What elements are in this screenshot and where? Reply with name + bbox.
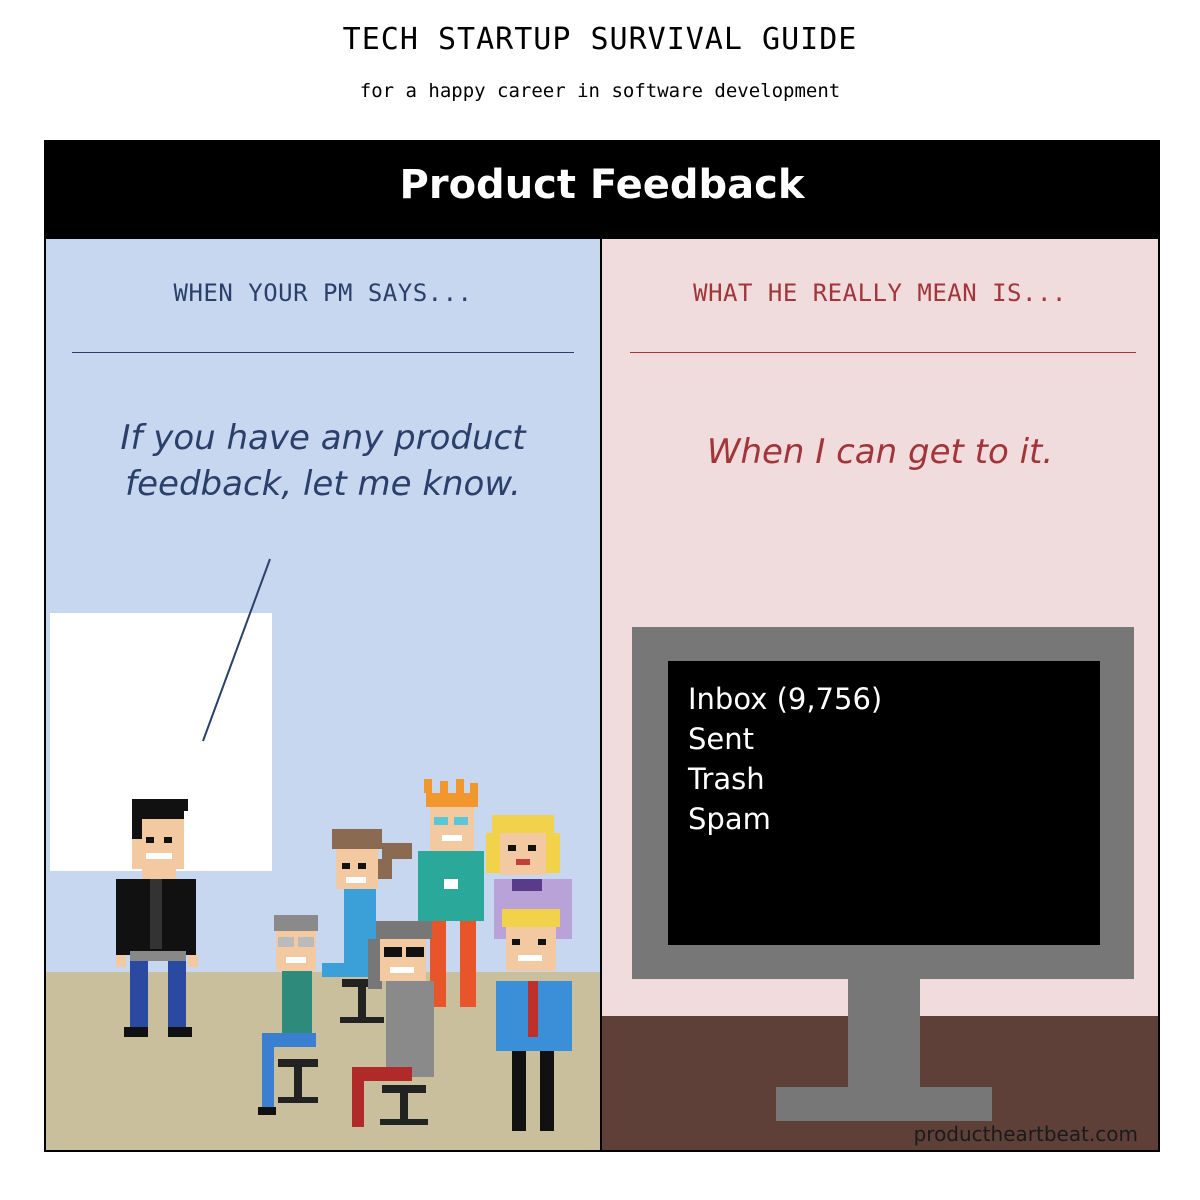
comic-strip: Product Feedback WHEN YOUR PM SAYS... If…: [44, 140, 1160, 1152]
trash-folder: Trash: [688, 762, 765, 796]
pm-quote-line-2: feedback, let me know.: [125, 464, 521, 504]
team-member-standing-3: [496, 909, 572, 1131]
email-folder-list: Inbox (9,756) Sent Trash Spam: [688, 679, 882, 839]
speech-pointer: [202, 558, 271, 742]
team-member-seated-1: [258, 915, 318, 1115]
comic-header-bar: Product Feedback: [46, 142, 1158, 239]
pm-quote-line-1: If you have any product: [120, 418, 526, 458]
monitor-neck: [848, 979, 920, 1089]
comic-title: Product Feedback: [399, 162, 805, 208]
right-panel-divider: [630, 352, 1136, 353]
left-panel: WHEN YOUR PM SAYS... If you have any pro…: [46, 239, 602, 1150]
desk-scene: [602, 627, 1158, 1150]
pm-quote: If you have any product feedback, let me…: [46, 415, 600, 507]
right-panel-heading: WHAT HE REALLY MEAN IS...: [693, 279, 1067, 307]
team-member-standing-1: [418, 779, 484, 1007]
office-scene: [46, 558, 600, 1150]
guide-title: TECH STARTUP SURVIVAL GUIDE: [342, 22, 858, 57]
team-member-seated-3: [352, 921, 434, 1127]
guide-subtitle: for a happy career in software developme…: [359, 80, 841, 102]
right-panel: WHAT HE REALLY MEAN IS... When I can get…: [602, 239, 1158, 1150]
sent-folder: Sent: [688, 722, 755, 756]
spam-folder: Spam: [688, 802, 771, 836]
left-panel-heading: WHEN YOUR PM SAYS...: [173, 279, 473, 307]
inbox-folder: Inbox (9,756): [688, 682, 883, 716]
team-member-seated-2: [322, 829, 412, 1023]
pm-character: [116, 799, 198, 1037]
monitor-base: [776, 1087, 992, 1121]
site-credit: productheartbeat.com: [913, 1122, 1138, 1146]
monitor-screen: [668, 661, 1100, 945]
real-meaning-quote: When I can get to it.: [706, 432, 1054, 472]
left-panel-divider: [72, 352, 574, 353]
